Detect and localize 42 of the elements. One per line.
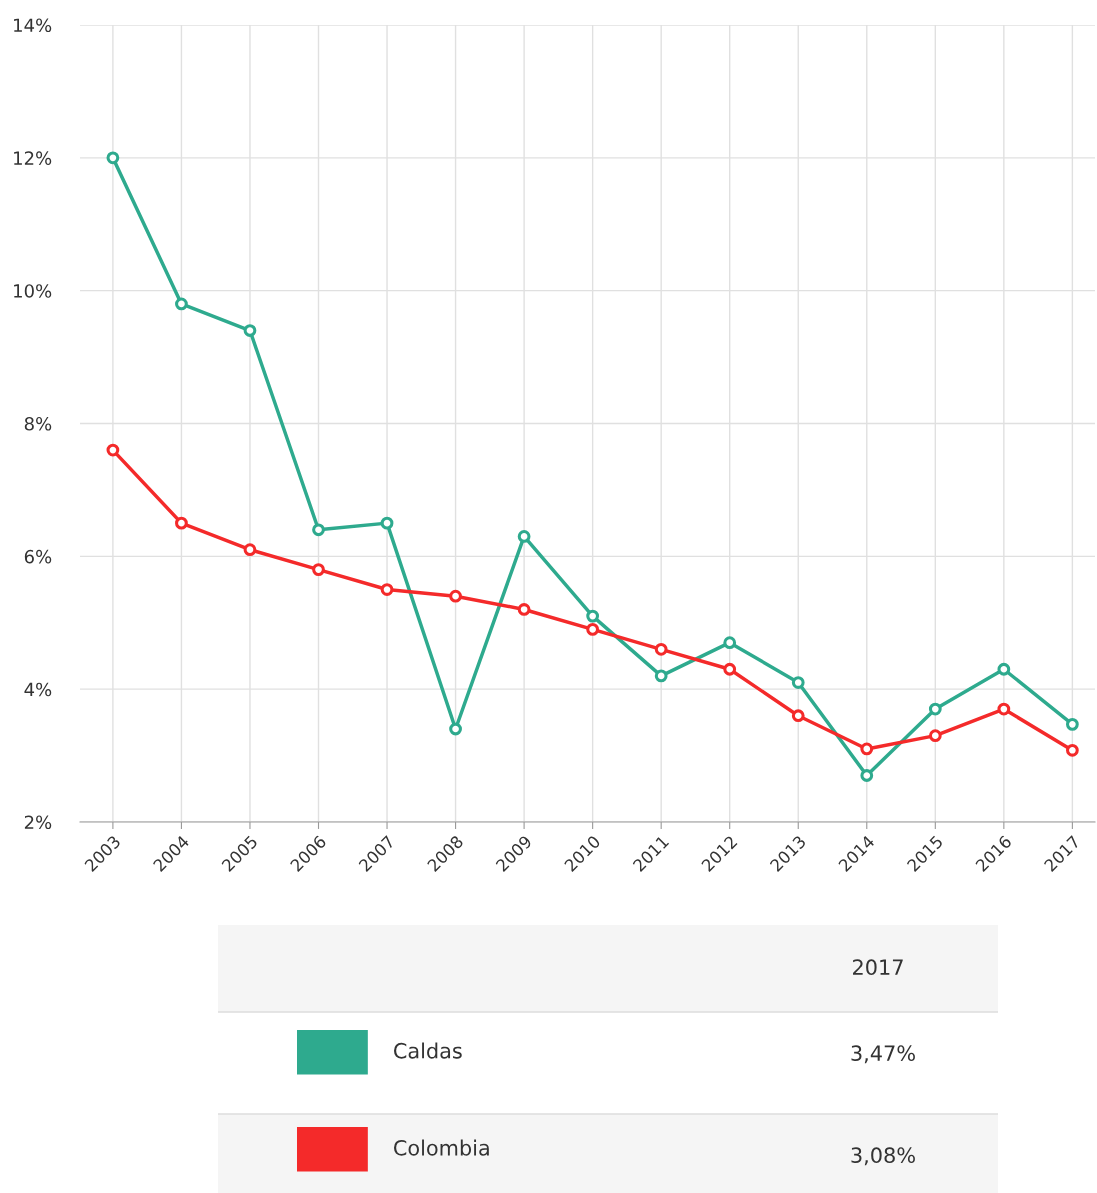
point [449, 722, 462, 736]
point [997, 702, 1011, 716]
point [860, 769, 874, 782]
point [243, 324, 257, 337]
point [380, 583, 394, 596]
point [791, 676, 805, 689]
point [654, 642, 668, 656]
point [997, 662, 1011, 676]
text: 2017 [853, 959, 903, 976]
point [928, 702, 942, 716]
legend-label: Caldas [394, 1042, 462, 1059]
point [243, 543, 257, 557]
point [723, 662, 737, 676]
point [175, 516, 188, 530]
y-tick-label: 4% [24, 682, 52, 697]
point [312, 523, 325, 537]
point [586, 609, 600, 623]
point [791, 709, 805, 723]
y-tick-label: 2% [24, 815, 52, 830]
point [1065, 717, 1079, 731]
legend-label: Colombia [394, 1139, 489, 1156]
point [586, 623, 600, 636]
point [928, 729, 942, 743]
y-tick-label: 14% [14, 18, 52, 33]
text: 3,08% [851, 1147, 915, 1166]
point [312, 563, 325, 577]
point [106, 151, 120, 165]
point [175, 297, 188, 311]
point [449, 589, 462, 603]
point [517, 530, 531, 543]
y-tick-label: 12% [14, 151, 52, 165]
point [860, 742, 874, 756]
text: 3,47% [851, 1045, 915, 1064]
point [106, 443, 120, 457]
point [1065, 743, 1079, 757]
point [654, 669, 668, 683]
point [517, 603, 531, 616]
y-tick-label: 10% [14, 284, 52, 298]
y-tick-label: 6% [24, 549, 52, 564]
point [723, 636, 737, 650]
point [380, 516, 394, 530]
y-tick-label: 8% [24, 416, 52, 431]
